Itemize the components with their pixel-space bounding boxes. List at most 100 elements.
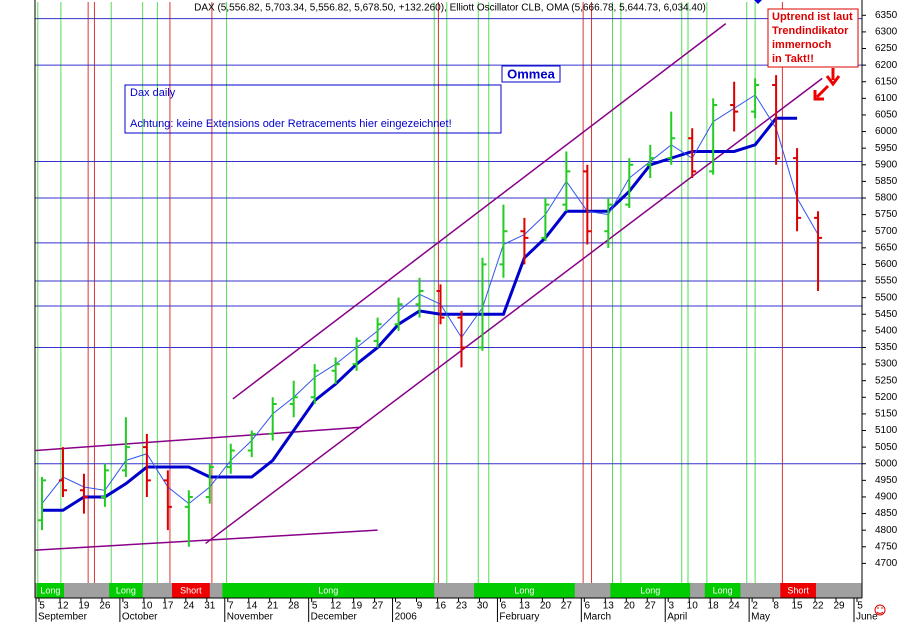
x-tick-label: 13 bbox=[519, 601, 531, 612]
ohlc-bar bbox=[415, 277, 424, 318]
y-tick-label: 5800 bbox=[875, 193, 898, 204]
y-tick-label: 6300 bbox=[875, 27, 898, 38]
label-text: Ommea bbox=[507, 66, 555, 81]
x-tick-label: 2 bbox=[396, 601, 402, 612]
regime-label: Long bbox=[713, 585, 733, 595]
x-tick-label: 8 bbox=[773, 601, 779, 612]
y-tick-label: 5700 bbox=[875, 226, 898, 237]
y-tick-label: 5200 bbox=[875, 392, 898, 403]
month-label: December bbox=[311, 612, 358, 622]
regime-label: Long bbox=[318, 585, 338, 595]
chart-title: DAX (5,556.82, 5,703.34, 5,556.82, 5,678… bbox=[194, 3, 706, 14]
month-label: June bbox=[856, 612, 878, 622]
month-label: 2006 bbox=[395, 612, 418, 622]
note-line: immernoch bbox=[772, 39, 832, 51]
x-tick-label: 27 bbox=[372, 601, 384, 612]
month-label: March bbox=[583, 612, 611, 622]
x-tick-label: 26 bbox=[99, 601, 111, 612]
regime bbox=[172, 583, 210, 598]
y-tick-label: 4800 bbox=[875, 525, 898, 536]
regime-label: Long bbox=[116, 585, 136, 595]
y-tick-label: 5900 bbox=[875, 159, 898, 170]
y-tick-label: 5750 bbox=[875, 209, 898, 220]
y-tick-label: 5100 bbox=[875, 425, 898, 436]
ohlc-bar bbox=[289, 380, 298, 418]
ohlc-bar bbox=[205, 463, 214, 504]
month-label: October bbox=[122, 612, 158, 622]
ohlc-bar bbox=[58, 447, 67, 497]
x-tick-label: 2 bbox=[752, 601, 758, 612]
y-tick-label: 5150 bbox=[875, 409, 898, 420]
ohlc-bar bbox=[793, 148, 802, 232]
trend-line bbox=[205, 77, 823, 545]
x-tick-label: 17 bbox=[162, 601, 174, 612]
y-tick-label: 4750 bbox=[875, 541, 898, 552]
x-tick-label: 5 bbox=[312, 601, 318, 612]
x-tick-label: 19 bbox=[78, 601, 90, 612]
axis-layer: 4700 4750 4800 4850 4900 4950 5000 5050 5100 5150… bbox=[35, 10, 898, 623]
y-tick-label: 5500 bbox=[875, 292, 898, 303]
x-tick-label: 27 bbox=[645, 601, 657, 612]
regime bbox=[474, 583, 575, 598]
x-tick-label: 27 bbox=[561, 601, 573, 612]
x-tick-label: 30 bbox=[477, 601, 489, 612]
y-tick-label: 6200 bbox=[875, 60, 898, 71]
smiley bbox=[874, 604, 886, 616]
regime bbox=[704, 583, 741, 598]
x-tick-label: 13 bbox=[603, 601, 615, 612]
x-tick-label: 3 bbox=[123, 601, 129, 612]
x-tick-label: 23 bbox=[456, 601, 468, 612]
y-tick-label: 6100 bbox=[875, 93, 898, 104]
y-tick-label: 4850 bbox=[875, 508, 898, 519]
x-tick-label: 21 bbox=[267, 601, 279, 612]
arrow bbox=[813, 84, 830, 101]
signal-layer bbox=[37, 2, 783, 583]
ohlc-bar bbox=[730, 81, 739, 132]
regime bbox=[36, 583, 65, 598]
ohlc-bar bbox=[709, 98, 718, 175]
trend-line bbox=[35, 426, 361, 452]
x-tick-label: 14 bbox=[246, 601, 258, 612]
x-tick-label: 3 bbox=[668, 601, 674, 612]
note-line: Uptrend ist laut bbox=[772, 11, 853, 23]
ohlc-bar bbox=[394, 297, 403, 331]
x-tick-label: 20 bbox=[540, 601, 552, 612]
y-tick-label: 5600 bbox=[875, 259, 898, 270]
ohlc-bar bbox=[184, 490, 193, 547]
x-tick-label: 10 bbox=[141, 601, 153, 612]
y-tick-label: 6000 bbox=[875, 126, 898, 137]
ohlc-bar bbox=[478, 257, 487, 351]
ohlc-bar bbox=[38, 477, 46, 531]
y-tick-label: 5050 bbox=[875, 442, 898, 453]
ohlc-bar bbox=[226, 443, 235, 474]
x-tick-label: 5 bbox=[39, 601, 45, 612]
x-tick-label: 19 bbox=[351, 601, 363, 612]
regime bbox=[610, 583, 691, 598]
x-tick-label: 12 bbox=[57, 601, 69, 612]
indicator-line bbox=[41, 94, 819, 505]
x-tick-label: 28 bbox=[288, 601, 300, 612]
y-tick-label: 5350 bbox=[875, 342, 898, 353]
y-tick-label: 6350 bbox=[875, 10, 898, 21]
regime-label: Long bbox=[40, 585, 60, 595]
x-tick-label: 12 bbox=[330, 601, 342, 612]
level-layer bbox=[35, 18, 862, 465]
note-line: in Takt!! bbox=[772, 53, 814, 65]
arrow bbox=[825, 68, 841, 87]
ohlc-bar bbox=[751, 78, 760, 119]
ohlc-bar bbox=[142, 433, 151, 497]
ohlc-bar bbox=[772, 75, 781, 165]
month-label: May bbox=[751, 612, 770, 622]
x-tick-label: 29 bbox=[833, 601, 845, 612]
month-label: November bbox=[227, 612, 274, 622]
ohlc-bar bbox=[814, 211, 823, 291]
y-tick-label: 5000 bbox=[875, 458, 898, 469]
ohlc-bar bbox=[373, 317, 382, 348]
x-tick-label: 7 bbox=[228, 601, 234, 612]
ohlc-bar bbox=[541, 197, 550, 242]
ohlc-bar bbox=[163, 470, 172, 531]
info-box bbox=[124, 84, 502, 134]
ohlc-bar bbox=[457, 310, 466, 368]
